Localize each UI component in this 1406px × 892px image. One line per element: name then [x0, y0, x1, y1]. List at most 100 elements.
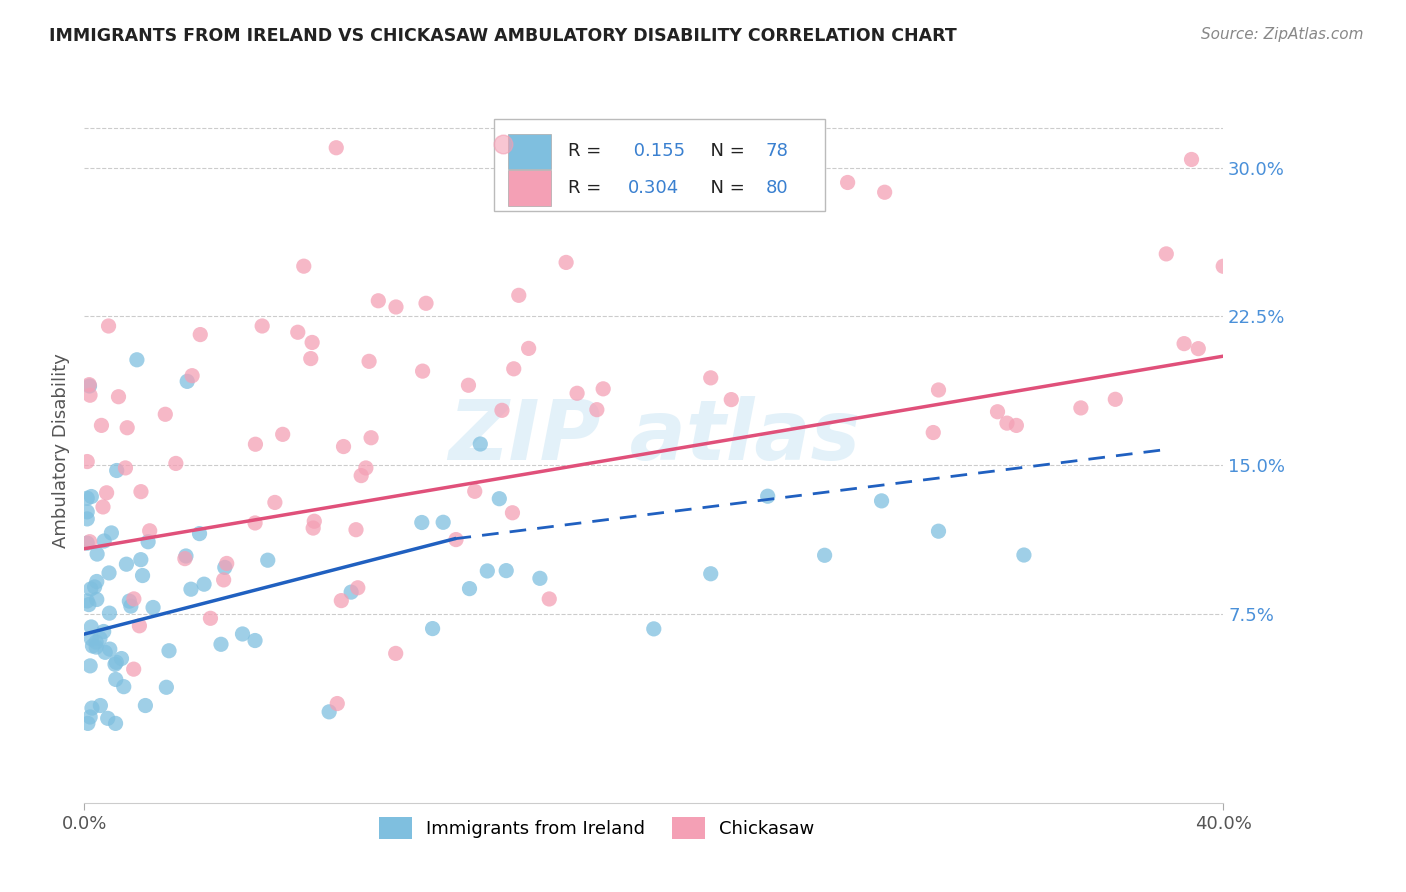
- Point: [508, 288, 530, 302]
- Point: [76, 716, 98, 731]
- Point: [188, 327, 211, 342]
- Point: [209, 637, 232, 651]
- Point: [105, 655, 128, 669]
- Point: [700, 371, 723, 385]
- Point: [529, 571, 551, 585]
- Point: [412, 364, 434, 378]
- Point: [79, 710, 101, 724]
- Point: [256, 553, 278, 567]
- Point: [1005, 418, 1028, 433]
- Point: [517, 342, 540, 356]
- Point: [79, 658, 101, 673]
- Point: [360, 431, 382, 445]
- Point: [432, 516, 454, 530]
- Point: [814, 549, 837, 563]
- Point: [470, 437, 492, 451]
- Point: [104, 657, 127, 672]
- Point: [837, 176, 859, 190]
- Bar: [495, 120, 825, 211]
- Point: [77, 377, 100, 392]
- Point: [89, 632, 111, 646]
- Point: [643, 622, 665, 636]
- Point: [118, 594, 141, 608]
- Point: [128, 619, 150, 633]
- Point: [318, 705, 340, 719]
- Point: [359, 354, 381, 368]
- Point: [93, 624, 115, 639]
- Point: [245, 437, 267, 451]
- Point: [1212, 260, 1234, 274]
- Point: [384, 647, 406, 661]
- Point: [756, 489, 779, 503]
- Point: [134, 698, 156, 713]
- Point: [125, 352, 148, 367]
- Point: [200, 611, 222, 625]
- Point: [104, 716, 127, 731]
- Point: [1156, 247, 1178, 261]
- Point: [464, 484, 486, 499]
- Point: [668, 171, 690, 186]
- Point: [114, 461, 136, 475]
- Text: R =: R =: [568, 179, 607, 197]
- Point: [100, 525, 122, 540]
- Point: [332, 440, 354, 454]
- Point: [299, 351, 322, 366]
- Point: [120, 599, 142, 614]
- Point: [488, 491, 510, 506]
- Point: [928, 524, 950, 539]
- Point: [173, 551, 195, 566]
- Point: [326, 697, 349, 711]
- Point: [491, 403, 513, 417]
- Point: [174, 549, 197, 563]
- Point: [136, 534, 159, 549]
- Point: [302, 521, 325, 535]
- Point: [870, 494, 893, 508]
- Point: [165, 457, 187, 471]
- Point: [495, 564, 517, 578]
- Point: [155, 680, 177, 694]
- Point: [922, 425, 945, 440]
- Text: 80: 80: [765, 179, 787, 197]
- Point: [215, 557, 238, 571]
- Point: [700, 566, 723, 581]
- Bar: [508, 134, 551, 169]
- Point: [79, 388, 101, 402]
- Point: [80, 582, 103, 596]
- Point: [107, 390, 129, 404]
- Point: [271, 427, 294, 442]
- Point: [502, 361, 524, 376]
- Point: [76, 491, 98, 506]
- Point: [80, 701, 103, 715]
- Point: [91, 500, 114, 514]
- Point: [86, 547, 108, 561]
- Point: [231, 627, 253, 641]
- Point: [83, 580, 105, 594]
- Point: [89, 698, 111, 713]
- Point: [80, 632, 103, 646]
- Point: [97, 711, 120, 725]
- Point: [458, 582, 481, 596]
- Point: [193, 577, 215, 591]
- Point: [84, 635, 107, 649]
- Point: [138, 524, 160, 538]
- Point: [214, 560, 236, 574]
- Legend: Immigrants from Ireland, Chickasaw: Immigrants from Ireland, Chickasaw: [373, 810, 821, 847]
- Point: [79, 379, 101, 393]
- Point: [98, 642, 121, 657]
- Text: N =: N =: [699, 179, 751, 197]
- Point: [181, 368, 204, 383]
- Point: [995, 416, 1018, 430]
- Point: [1012, 548, 1035, 562]
- Point: [250, 318, 273, 333]
- Text: ZIP atlas: ZIP atlas: [447, 396, 860, 477]
- Point: [720, 392, 742, 407]
- Point: [538, 591, 561, 606]
- Point: [555, 255, 578, 269]
- Point: [76, 505, 98, 519]
- Point: [98, 606, 121, 620]
- Point: [477, 564, 499, 578]
- Point: [1173, 336, 1195, 351]
- Bar: [508, 170, 551, 205]
- Point: [96, 485, 118, 500]
- Point: [86, 592, 108, 607]
